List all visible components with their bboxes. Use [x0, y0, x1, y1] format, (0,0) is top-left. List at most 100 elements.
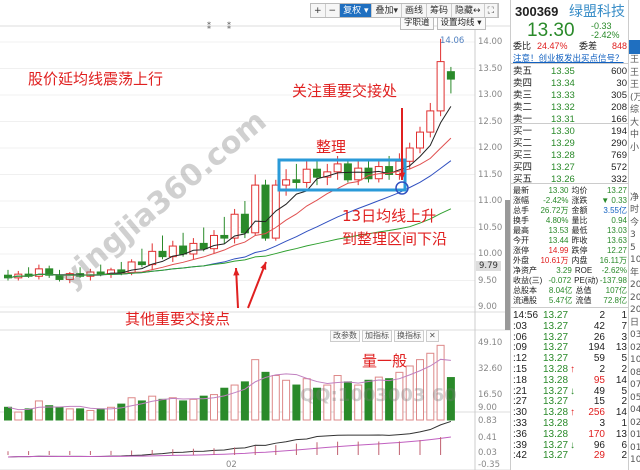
event-marker: ⁑ [207, 20, 211, 31]
volume-bar [261, 371, 270, 421]
consolidation-box [277, 158, 407, 192]
buy-level-cell: 572 [611, 162, 627, 173]
stat-row: 流通股 5.47亿 流值 72.8亿 [513, 296, 627, 306]
side-cell [629, 179, 640, 192]
tick-cell: :42 [513, 450, 527, 462]
arrow-head [260, 262, 267, 270]
stat-row-cell: 12.27 [606, 246, 627, 255]
tick-cell: 13.27 [543, 353, 569, 365]
annotation-consolidate: 整理 [316, 138, 347, 156]
annotation-ma13-rise: 13日均线上升 [342, 207, 437, 225]
candle-down [158, 250, 167, 258]
side-cell: 净 [630, 192, 640, 203]
candle-up [148, 250, 157, 266]
side-cell: 综 [630, 105, 640, 115]
sell-level-cell: 30 [616, 78, 627, 89]
price-tick: 13.50 [478, 63, 503, 74]
volume-bar [302, 378, 311, 421]
macd-tick: 0.83 [478, 416, 497, 426]
tick-cell: 49 [593, 385, 605, 397]
volume-bar [333, 375, 342, 421]
volume-bar [210, 394, 218, 421]
tick-cell: 6 [621, 439, 627, 451]
annotation-ma13-edge: 到整理区间下沿 [342, 230, 448, 248]
stat-row-cell: -137.98 [599, 276, 628, 285]
stock-name: 绿盟科技 [569, 3, 625, 19]
tick-row: :06 13.27 26 3 [513, 332, 627, 343]
stat-row-cell: 最高 [513, 226, 529, 235]
tick-row: 14:56 13.27 2 1 [513, 310, 627, 321]
tick-cell: 13.27 [543, 450, 569, 462]
volume-bar [313, 387, 321, 421]
tick-cell: 3 [621, 331, 627, 343]
volume-button[interactable]: 换指标 [394, 330, 424, 342]
high-label: 14.06 [440, 36, 465, 46]
buy-level-cell: 买四 [513, 162, 533, 173]
volume-tick: 9.00 [478, 403, 497, 413]
stat-row-cell: -0.072 [548, 276, 572, 285]
toolbar-button[interactable]: ⛶ [485, 4, 498, 17]
toolbar-button[interactable]: + [311, 4, 326, 17]
stat-row-cell: 收益(三) [513, 276, 543, 285]
volume-button[interactable]: 改参数 [330, 330, 360, 342]
toolbar-button[interactable]: 复权 ▾ [340, 4, 373, 17]
annotation-other: 其他重要交接点 [125, 310, 231, 328]
buy-level: 买三 13.28 769 [513, 150, 627, 161]
toolbar-button[interactable]: 隐藏↔ [452, 4, 485, 17]
sell-level: 卖四 13.34 30 [513, 78, 627, 89]
toolbar-button[interactable]: − [326, 4, 341, 17]
candle-up [436, 61, 445, 112]
volume-bar [374, 376, 383, 421]
tick-cell: 13.28 [543, 364, 569, 375]
tick-cell: 7 [621, 320, 627, 332]
sell-level: 卖二 13.32 208 [513, 102, 627, 113]
volume-bar [168, 397, 177, 421]
side-cell: 02 [630, 342, 640, 353]
stat-row-cell: 72.8亿 [603, 296, 627, 305]
tick-cell: ↓ [570, 385, 575, 397]
volume-bar [240, 381, 249, 421]
side-cell: 年 [630, 267, 640, 278]
price-tick: 11.50 [478, 169, 503, 180]
tick-cell: 2 [621, 450, 627, 462]
volume-button[interactable]: ✕ [426, 330, 439, 342]
buy-level: 买四 13.27 572 [513, 162, 627, 173]
sell-level-cell: 13.32 [551, 102, 575, 113]
stat-row: 换手 4.80% 量比 0.94 [513, 216, 627, 226]
subtoolbar-button[interactable]: 设置均线 ▾ [436, 17, 486, 30]
side-column: 王王王(万综大中小净时今3510年202020日0302100807050402… [628, 0, 640, 470]
tick-row: :09 13.27 194 13 [513, 342, 627, 353]
side-cell: 02 [630, 417, 640, 428]
stat-row-cell: 净资产 [513, 266, 537, 275]
toolbar-button[interactable]: 筹码 [427, 4, 453, 17]
candle-down [199, 242, 208, 250]
tick-cell: 256 [588, 407, 605, 419]
stat-row-cell: 最新 [513, 186, 529, 195]
volume-button[interactable]: 加指标 [362, 330, 392, 342]
price-tick: 12.00 [478, 143, 503, 153]
notice-link[interactable]: 注意！创业板发出买点信号？ [513, 53, 624, 63]
tick-cell: 2 [599, 364, 605, 375]
subtoolbar-button[interactable]: 字职道 [400, 17, 434, 30]
volume-bar [76, 408, 85, 421]
stat-row-cell: 总值 [575, 286, 592, 295]
stat-row: 涨幅 -2.42% 涨跌 ▼ 0.33 [513, 196, 627, 206]
cursor-price: 9.79 [476, 261, 501, 271]
tick-cell: 13 [615, 342, 627, 354]
tick-cell: 2 [599, 310, 605, 321]
price-tick: 14.00 [478, 37, 503, 47]
toolbar-button[interactable]: 叠加▾ [372, 4, 403, 17]
tick-row: :30 13.28 ↑ 256 14 [513, 407, 627, 418]
volume-bar [137, 400, 146, 421]
tick-row: :42 13.27 29 2 [513, 450, 627, 461]
stat-row: 总手 26.72万 金额 3.55亿 [513, 206, 627, 216]
tick-cell: 13.27 [543, 385, 569, 397]
candle-up [405, 147, 414, 162]
candle-up [251, 184, 260, 234]
candle-up [416, 131, 424, 149]
toolbar-button[interactable]: 画线 [402, 4, 428, 17]
stat-row-cell: 最低 [571, 226, 588, 235]
tick-cell: 5 [621, 385, 627, 397]
kline-chart[interactable]: ⁑⁑⁑ [0, 0, 510, 470]
stat-row-cell: 涨停 [513, 246, 529, 255]
